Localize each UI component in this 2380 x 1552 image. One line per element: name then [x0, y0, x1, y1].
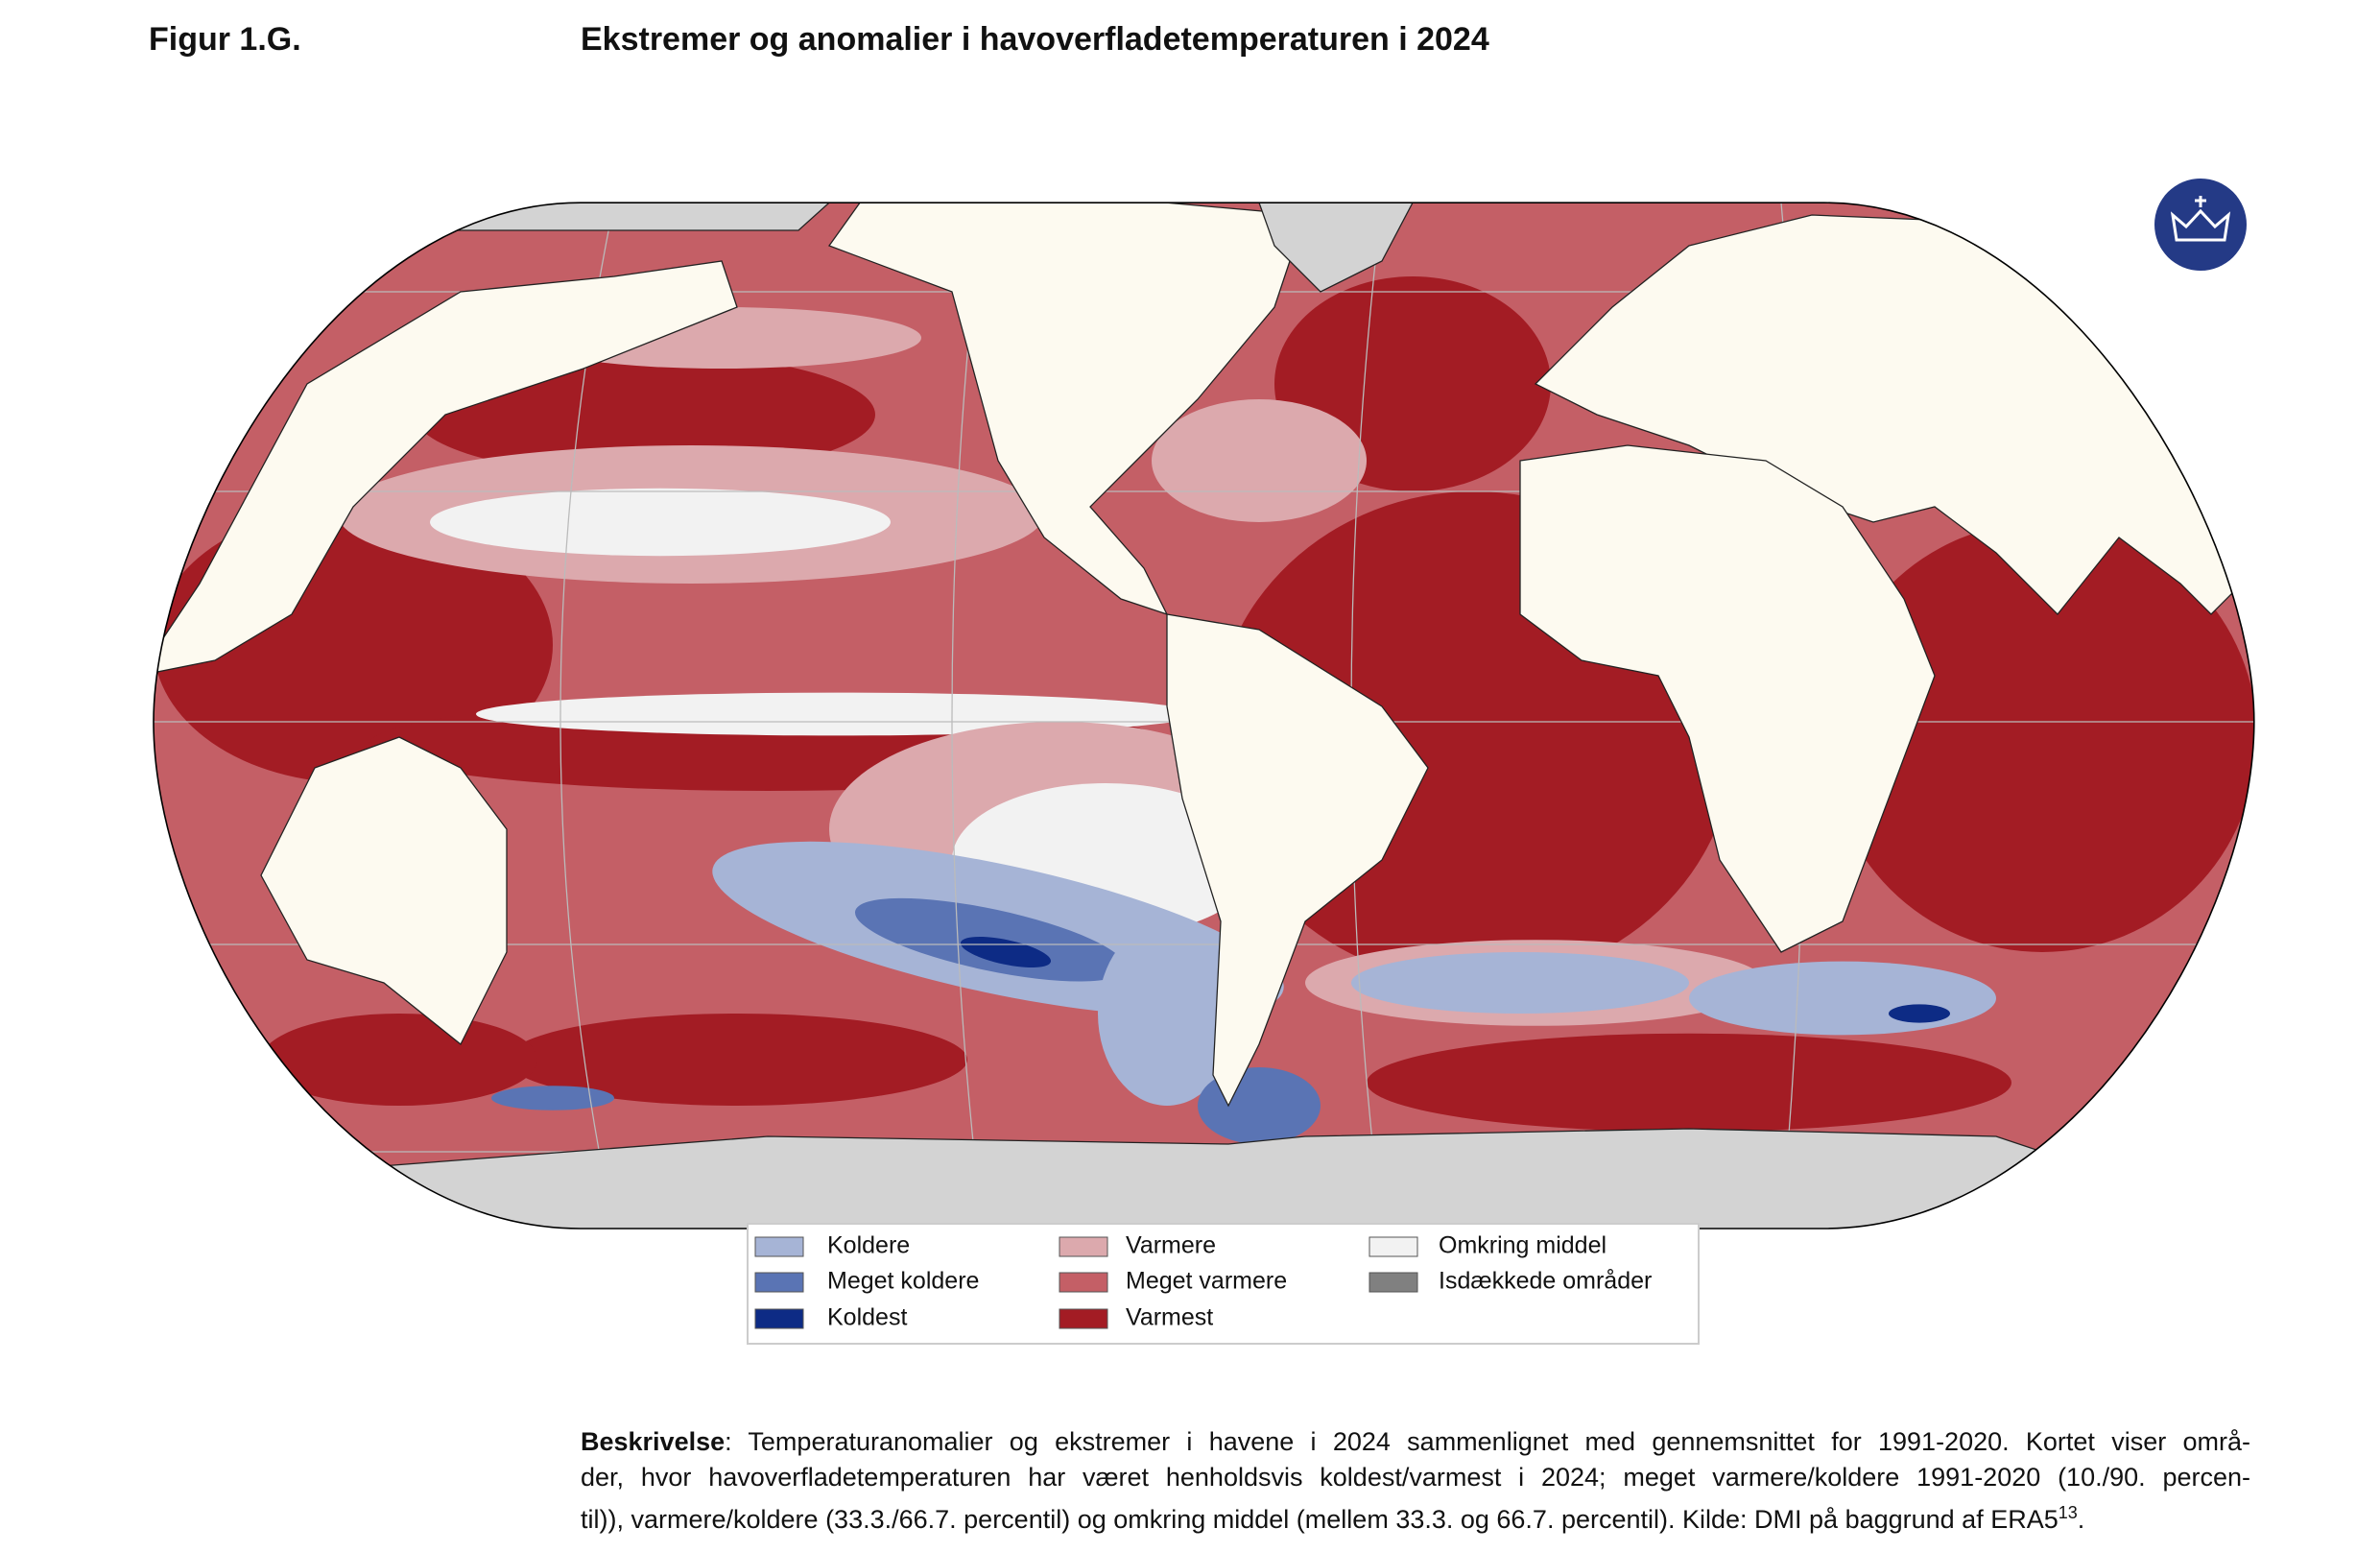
description-line: Beskrivelse: Temperaturanomalier og ekst…: [581, 1424, 2250, 1460]
description-label: Beskrivelse: [581, 1427, 726, 1456]
legend-swatch: [754, 1236, 804, 1257]
legend-swatch: [1059, 1308, 1108, 1329]
legend-label: Koldest: [827, 1304, 907, 1331]
map-outline: [153, 202, 2255, 1230]
map-shape: [154, 203, 831, 231]
map-area: [154, 203, 2254, 1229]
map-shape: [154, 260, 738, 677]
legend-box: [747, 1223, 1700, 1345]
figure-label: Figur 1.G.: [149, 21, 301, 58]
legend-label: Varmere: [1126, 1232, 1216, 1259]
description-text: : Temperaturanomalier og ekstremer i hav…: [725, 1427, 2250, 1456]
map-shape: [1351, 952, 1689, 1014]
legend-swatch: [1059, 1272, 1108, 1293]
map-shape: [951, 203, 984, 1229]
map-shape: [1827, 522, 2254, 953]
map-shape: [154, 203, 2243, 1108]
legend-label: Isdækkede områder: [1439, 1268, 1652, 1295]
legend-label: Omkring middel: [1439, 1232, 1606, 1259]
map-shapes: [154, 203, 2254, 1229]
map-shape: [1519, 444, 1936, 953]
description-end: .: [2077, 1505, 2085, 1534]
legend-label: Varmest: [1126, 1304, 1213, 1331]
map-shape: [1367, 1033, 2011, 1133]
legend-swatch: [754, 1308, 804, 1329]
description-text: der, hvor havoverfladetemperaturen har v…: [581, 1463, 2250, 1492]
legend-swatch: [754, 1272, 804, 1293]
map-shape: [430, 488, 891, 557]
map-shape: [261, 1014, 537, 1106]
map-shape: [491, 1086, 614, 1110]
legend-label: Meget koldere: [827, 1268, 979, 1295]
legend: Koldere Meget koldere Koldest Varmere Meget …: [754, 1232, 1652, 1331]
map-shape: [367, 1128, 2090, 1229]
footnote-ref: 13: [2058, 1503, 2078, 1522]
description-line: til)), varmere/koldere (33.3./66.7. perc…: [581, 1495, 2250, 1538]
legend-label: Koldere: [827, 1232, 910, 1259]
legend-swatch: [1059, 1236, 1108, 1257]
figure-title: Ekstremer og anomalier i havoverfladetem…: [581, 21, 1489, 58]
legend-label: Meget varmere: [1126, 1268, 1287, 1295]
map-shape: [827, 203, 1306, 616]
logo: [2154, 179, 2247, 271]
legend-swatch: [1368, 1272, 1418, 1293]
map-shape: [507, 1014, 967, 1106]
map-shape: [1166, 613, 1429, 1108]
map-shape: [1889, 1004, 1950, 1023]
map-shape: [1098, 921, 1236, 1106]
legend-swatch: [1368, 1236, 1418, 1257]
map-shape: [1689, 961, 1996, 1036]
description-text: til)), varmere/koldere (33.3./66.7. perc…: [581, 1505, 2059, 1534]
description-line: der, hvor havoverfladetemperaturen har v…: [581, 1460, 2250, 1495]
map-shape: [1152, 399, 1367, 522]
description: Beskrivelse: Temperaturanomalier og ekst…: [581, 1424, 2250, 1538]
map-shape: [260, 736, 508, 1045]
